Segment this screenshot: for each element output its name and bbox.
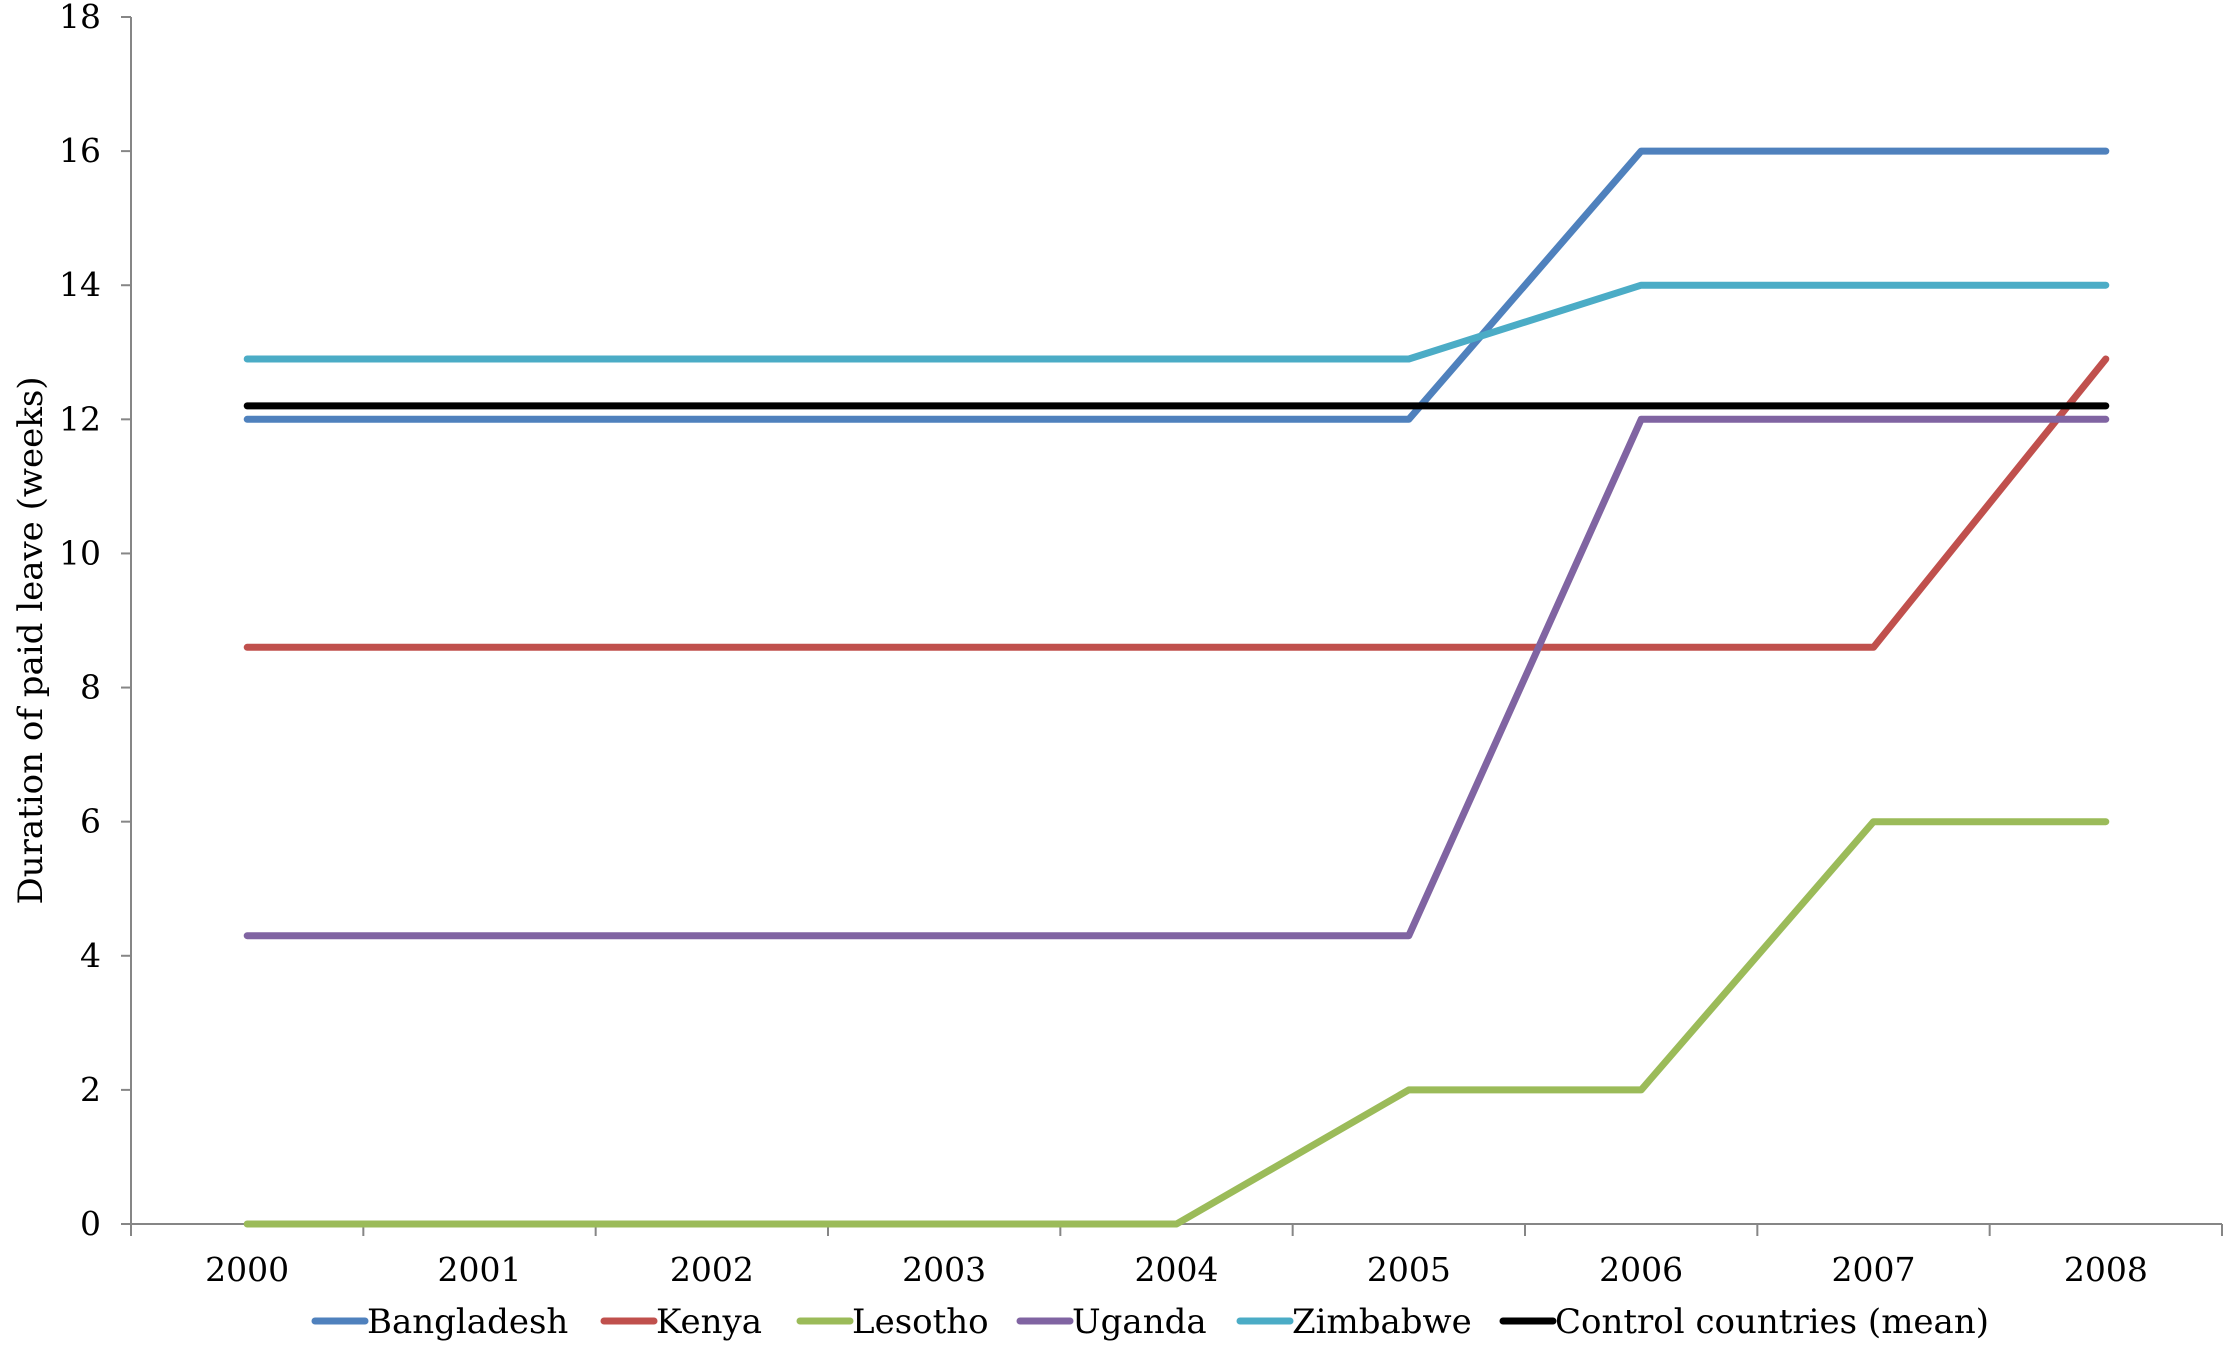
x-tick-label: 2007 bbox=[1832, 1250, 1916, 1289]
y-tick-label: 2 bbox=[80, 1070, 101, 1109]
y-tick-label: 4 bbox=[80, 936, 101, 975]
legend-label: Bangladesh bbox=[367, 1302, 568, 1342]
x-tick-label: 2006 bbox=[1599, 1250, 1683, 1289]
y-tick-label: 6 bbox=[80, 802, 101, 841]
x-tick-label: 2003 bbox=[902, 1250, 986, 1289]
y-tick-label: 18 bbox=[59, 0, 101, 36]
x-tick-label: 2005 bbox=[1367, 1250, 1451, 1289]
x-tick-label: 2004 bbox=[1135, 1250, 1219, 1289]
legend: Bangladesh Kenya Lesotho Uganda Zimbabwe Cont… bbox=[311, 1302, 1989, 1342]
y-axis-title: Duration of paid leave (weeks) bbox=[11, 376, 51, 904]
x-tick-label: 2008 bbox=[2064, 1250, 2148, 1289]
series-layer bbox=[243, 147, 2110, 1228]
series-line-lesotho bbox=[243, 818, 2110, 1228]
series-line-uganda bbox=[243, 415, 2110, 940]
series-line-zimbabwe bbox=[243, 281, 2110, 363]
y-tick-label: 10 bbox=[59, 533, 101, 572]
y-tick-label: 0 bbox=[80, 1204, 101, 1243]
x-tick-label: 2002 bbox=[670, 1250, 754, 1289]
legend-label: Lesotho bbox=[852, 1302, 989, 1342]
y-tick-label: 8 bbox=[80, 668, 101, 707]
y-tick-label: 14 bbox=[59, 265, 101, 304]
legend-label: Uganda bbox=[1072, 1302, 1207, 1342]
x-tick-label: 2001 bbox=[438, 1250, 522, 1289]
legend-label: Control countries (mean) bbox=[1555, 1302, 1989, 1342]
axes: 0 2 4 6 8 10 12 14 16 18 2000 2001 2002 2003 2004 2005 2… bbox=[59, 0, 2223, 1289]
legend-label: Kenya bbox=[656, 1302, 762, 1342]
x-tick-label: 2000 bbox=[205, 1250, 289, 1289]
series-line-kenya bbox=[243, 355, 2110, 651]
y-tick-label: 16 bbox=[59, 131, 101, 170]
y-tick-label: 12 bbox=[59, 399, 101, 438]
series-line-bangladesh bbox=[243, 147, 2110, 423]
legend-label: Zimbabwe bbox=[1292, 1302, 1472, 1342]
